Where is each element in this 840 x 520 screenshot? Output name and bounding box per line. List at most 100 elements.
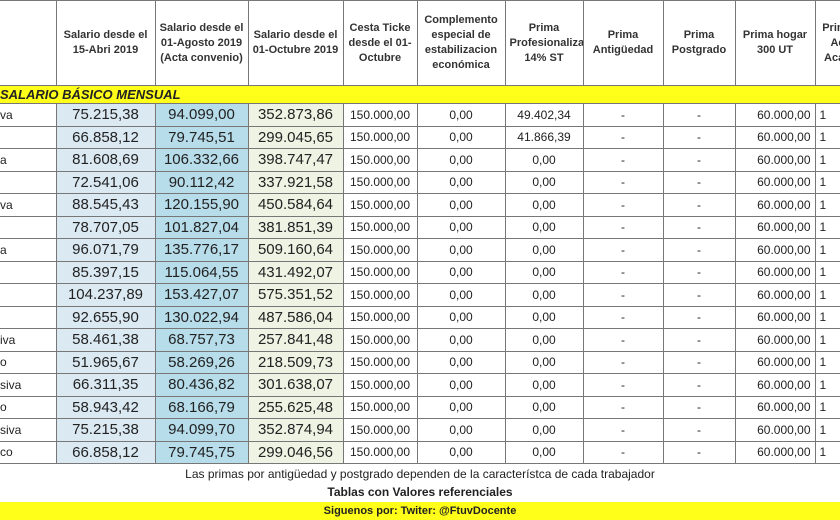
table-cell: 150.000,00: [342, 418, 418, 442]
table-cell: 0,00: [416, 103, 506, 127]
table-cell: -: [582, 283, 664, 307]
column-header: Prima Postgrado: [662, 0, 736, 86]
table-cell: 0,00: [416, 305, 506, 329]
table-cell: 0,00: [416, 215, 506, 239]
column-header: Prima Ac Acad: [814, 0, 840, 86]
column-header: Salario desde el 15-Abri 2019: [55, 0, 156, 86]
table-cell: 94.099,00: [154, 103, 249, 127]
table-cell: 1: [814, 350, 840, 374]
table-cell: 1: [814, 193, 840, 217]
table-cell: co: [0, 440, 57, 464]
table-cell: -: [662, 260, 736, 284]
table-cell: [0, 215, 57, 239]
table-cell: 1: [814, 440, 840, 464]
table-cell: 150.000,00: [342, 103, 418, 127]
table-cell: 88.545,43: [55, 193, 156, 217]
table-cell: 0,00: [504, 373, 584, 397]
column-header: Cesta Ticke desde el 01-Octubre: [342, 0, 418, 86]
table-cell: -: [662, 328, 736, 352]
table-cell: 79.745,75: [154, 440, 249, 464]
table-cell: 301.638,07: [247, 373, 344, 397]
section-band: SALARIO BÁSICO MENSUAL: [0, 85, 840, 104]
table-cell: [0, 125, 57, 149]
column-header: Complemento especial de estabilizacion e…: [416, 0, 506, 86]
column-header: [0, 0, 57, 86]
table-cell: 0,00: [504, 238, 584, 262]
table-cell: 135.776,17: [154, 238, 249, 262]
table-cell: 1: [814, 305, 840, 329]
table-cell: 0,00: [416, 350, 506, 374]
table-cell: 0,00: [504, 148, 584, 172]
table-cell: [0, 170, 57, 194]
table-cell: 68.757,73: [154, 328, 249, 352]
table-cell: 72.541,06: [55, 170, 156, 194]
table-cell: -: [582, 350, 664, 374]
table-cell: 60.000,00: [734, 395, 816, 419]
table-cell: 450.584,64: [247, 193, 344, 217]
table-cell: 51.965,67: [55, 350, 156, 374]
table-cell: 257.841,48: [247, 328, 344, 352]
salary-table: Salario desde el 15-Abri 2019 Salario des…: [0, 0, 840, 464]
table-cell: -: [662, 373, 736, 397]
table-cell: 150.000,00: [342, 440, 418, 464]
table-cell: 150.000,00: [342, 215, 418, 239]
table-cell: 60.000,00: [734, 305, 816, 329]
table-cell: 66.858,12: [55, 440, 156, 464]
table-cell: 352.874,94: [247, 418, 344, 442]
table-cell: 150.000,00: [342, 283, 418, 307]
table-cell: 60.000,00: [734, 328, 816, 352]
table-cell: 94.099,70: [154, 418, 249, 442]
table-cell: 1: [814, 418, 840, 442]
table-row: siva 66.311,35 80.436,82 301.638,07 150.000,…: [0, 373, 840, 397]
table-cell: -: [662, 395, 736, 419]
table-cell: 153.427,07: [154, 283, 249, 307]
table-cell: 0,00: [416, 238, 506, 262]
table-cell: 85.397,15: [55, 260, 156, 284]
table-cell: 0,00: [416, 395, 506, 419]
note-text: Las primas por antigüedad y postgrado de…: [185, 467, 655, 481]
table-cell: -: [582, 328, 664, 352]
table-row: iva 58.461,38 68.757,73 257.841,48 150.000,0…: [0, 328, 840, 352]
table-cell: 1: [814, 103, 840, 127]
table-cell: siva: [0, 373, 57, 397]
table-cell: 0,00: [416, 148, 506, 172]
footer-banner: Siguenos por: Twiter: @FtuvDocente: [0, 502, 840, 520]
table-cell: [0, 283, 57, 307]
table-cell: 299.045,65: [247, 125, 344, 149]
table-cell: -: [582, 238, 664, 262]
table-cell: -: [582, 373, 664, 397]
table-cell: 381.851,39: [247, 215, 344, 239]
table-row: 66.858,12 79.745,51 299.045,65 150.000,00 0,…: [0, 125, 840, 149]
table-cell: 60.000,00: [734, 193, 816, 217]
table-cell: 75.215,38: [55, 418, 156, 442]
table-cell: 255.625,48: [247, 395, 344, 419]
table-cell: 60.000,00: [734, 440, 816, 464]
table-cell: -: [582, 395, 664, 419]
table-cell: 0,00: [504, 440, 584, 464]
table-cell: 58.269,26: [154, 350, 249, 374]
table-cell: 92.655,90: [55, 305, 156, 329]
subtitle-text: Tablas con Valores referenciales: [327, 485, 513, 499]
table-cell: 101.827,04: [154, 215, 249, 239]
table-cell: 1: [814, 215, 840, 239]
table-cell: 0,00: [504, 215, 584, 239]
table-row: a 96.071,79 135.776,17 509.160,64 150.000,00…: [0, 238, 840, 262]
table-cell: 58.943,42: [55, 395, 156, 419]
table-row: o 58.943,42 68.166,79 255.625,48 150.000,00 0…: [0, 395, 840, 419]
table-cell: 1: [814, 395, 840, 419]
table-cell: 60.000,00: [734, 125, 816, 149]
table-cell: 150.000,00: [342, 305, 418, 329]
table-cell: 218.509,73: [247, 350, 344, 374]
table-cell: -: [662, 148, 736, 172]
table-cell: 0,00: [416, 418, 506, 442]
table-cell: -: [662, 193, 736, 217]
table-cell: -: [662, 418, 736, 442]
table-cell: 104.237,89: [55, 283, 156, 307]
table-cell: -: [582, 305, 664, 329]
table-cell: 106.332,66: [154, 148, 249, 172]
section-title: SALARIO BÁSICO MENSUAL: [0, 85, 840, 104]
table-cell: 60.000,00: [734, 170, 816, 194]
table-cell: 0,00: [504, 418, 584, 442]
column-header: Prima hogar 300 UT: [734, 0, 816, 86]
table-row: o 51.965,67 58.269,26 218.509,73 150.000,00 0…: [0, 350, 840, 374]
